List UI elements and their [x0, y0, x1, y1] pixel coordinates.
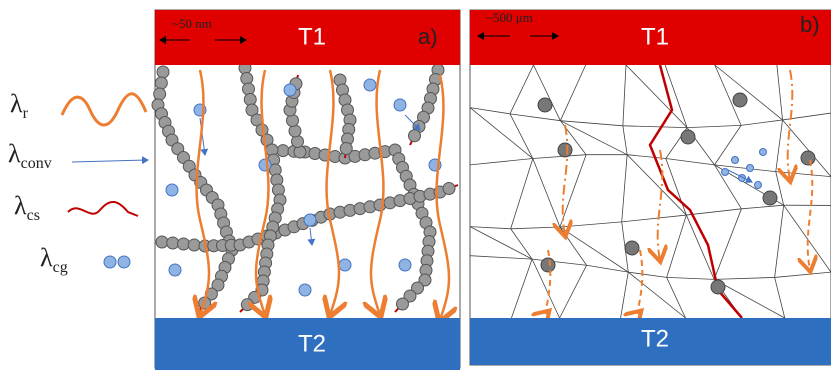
legend-symbol: λr — [10, 89, 29, 122]
grain-particle — [801, 151, 815, 165]
segregation-particle — [292, 136, 304, 148]
segregation-particle — [244, 94, 256, 106]
segregation-particle — [154, 88, 166, 100]
legend-dot — [118, 256, 130, 268]
cluster-dot — [284, 84, 296, 96]
panel-label: b) — [800, 12, 820, 37]
bottom-label: T2 — [641, 325, 669, 352]
legend-symbol: λcg — [40, 243, 68, 276]
grain-particle — [711, 280, 725, 294]
cluster-dot — [299, 284, 311, 296]
segregation-particle — [156, 236, 168, 248]
cluster-dot — [747, 165, 754, 172]
segregation-particle — [167, 237, 179, 249]
cluster-dot — [169, 264, 181, 276]
segregation-particle — [155, 77, 167, 89]
segregation-particle — [443, 183, 455, 195]
segregation-particle — [241, 299, 253, 311]
cluster-dot — [166, 184, 178, 196]
legend-arrow — [72, 160, 148, 162]
legend-wave — [68, 202, 138, 216]
segregation-particle — [287, 115, 299, 127]
legend-dot — [104, 256, 116, 268]
cluster-dot — [399, 259, 411, 271]
grain-particle — [541, 258, 555, 272]
top-label: T1 — [641, 23, 669, 50]
cluster-dot — [364, 79, 376, 91]
segregation-particle — [277, 145, 289, 157]
cluster-dot — [760, 149, 767, 156]
figure: T1 T2 a) T1 T2 b) ~50 nm ~500 μm λr λcon… — [0, 0, 831, 371]
segregation-particle — [241, 73, 253, 85]
grain-particle — [538, 98, 552, 112]
segregation-particle — [188, 239, 200, 251]
scale-label: ~500 μm — [486, 10, 533, 25]
legend-symbol: λcs — [14, 191, 40, 224]
bottom-label: T2 — [298, 330, 326, 357]
grain-particle — [763, 191, 777, 205]
segregation-particle — [157, 66, 169, 78]
segregation-particle — [289, 125, 301, 137]
legend-wave — [62, 94, 146, 125]
segregation-particle — [409, 130, 421, 142]
segregation-particle — [397, 298, 409, 310]
grain-particle — [681, 130, 695, 144]
cluster-dot — [755, 182, 762, 189]
grain-particle — [625, 241, 639, 255]
panel-label: a) — [418, 24, 438, 49]
segregation-particle — [340, 143, 352, 155]
segregation-particle — [294, 146, 306, 158]
segregation-particle — [178, 238, 190, 250]
cluster-dot — [722, 169, 729, 176]
segregation-particle — [243, 83, 255, 95]
scale-label: ~50 nm — [172, 16, 212, 31]
grain-particle — [733, 93, 747, 107]
cluster-dot — [339, 259, 351, 271]
cluster-dot — [732, 157, 739, 164]
cluster-dot — [394, 99, 406, 111]
grain-particle — [558, 143, 572, 157]
legend-symbol: λconv — [8, 139, 52, 172]
top-label: T1 — [298, 23, 326, 50]
cluster-dot — [259, 159, 271, 171]
cluster-dot — [304, 214, 316, 226]
